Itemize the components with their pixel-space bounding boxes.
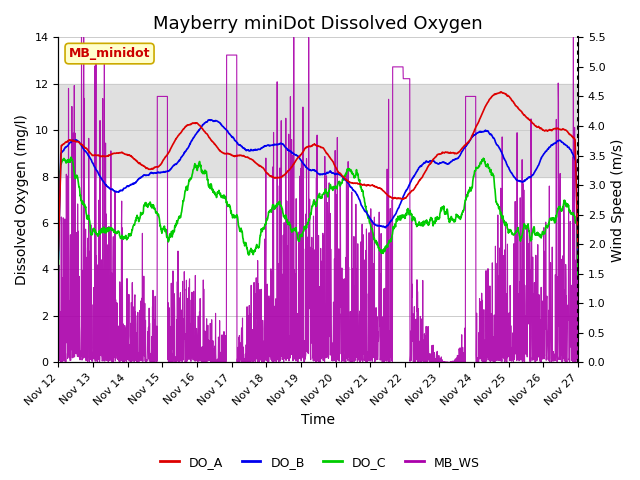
Bar	[58, 84, 578, 177]
Text: MB_minidot: MB_minidot	[68, 47, 150, 60]
Title: Mayberry miniDot Dissolved Oxygen: Mayberry miniDot Dissolved Oxygen	[154, 15, 483, 33]
Y-axis label: Wind Speed (m/s): Wind Speed (m/s)	[611, 138, 625, 262]
Legend: DO_A, DO_B, DO_C, MB_WS: DO_A, DO_B, DO_C, MB_WS	[155, 451, 485, 474]
X-axis label: Time: Time	[301, 413, 335, 427]
Y-axis label: Dissolved Oxygen (mg/l): Dissolved Oxygen (mg/l)	[15, 114, 29, 285]
